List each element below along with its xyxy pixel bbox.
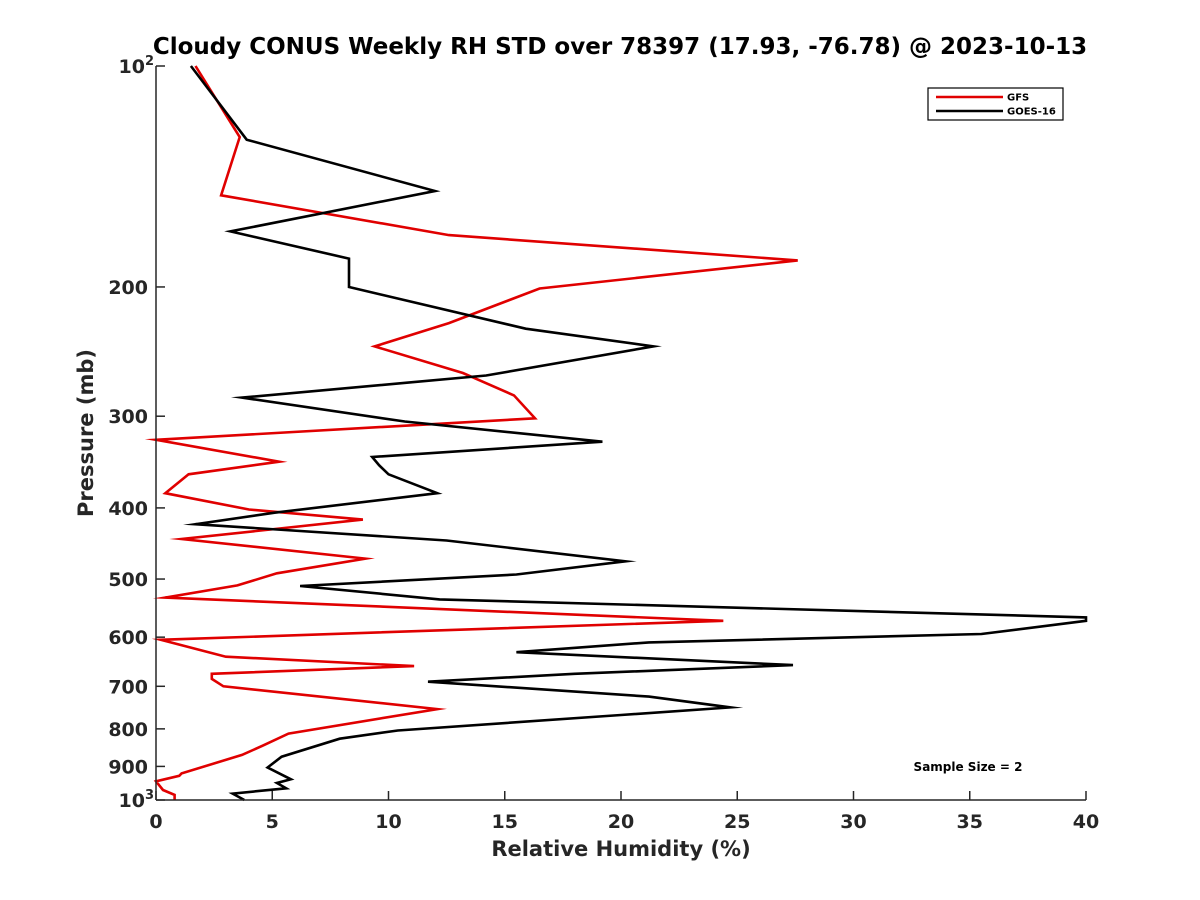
x-tick-label: 40: [1073, 811, 1099, 833]
legend-box: [927, 87, 1064, 121]
y-tick-label: 700: [108, 676, 148, 698]
x-axis-label: Relative Humidity (%): [491, 837, 750, 861]
y-tick-label: 200: [108, 277, 148, 299]
series-line-gfs: [144, 65, 798, 800]
legend-gfs-label: GFS: [1007, 93, 1029, 104]
y-tick-label: 800: [108, 719, 148, 741]
x-tick-label: 0: [149, 811, 162, 833]
x-tick-label: 35: [957, 811, 983, 833]
x-tick-label: 5: [266, 811, 279, 833]
series-line-goes-16: [183, 65, 1088, 802]
y-tick-label: 103: [119, 788, 155, 812]
x-tick-label: 20: [608, 811, 634, 833]
y-tick-label: 900: [108, 756, 148, 778]
y-tick-label: 102: [119, 54, 155, 78]
x-tick-label: 10: [375, 811, 401, 833]
chart-title: Cloudy CONUS Weekly RH STD over 78397 (1…: [153, 34, 1087, 60]
x-tick-label: 15: [492, 811, 518, 833]
x-tick-label: 30: [840, 811, 866, 833]
y-tick-label: 500: [108, 569, 148, 591]
series-layer: [144, 65, 1088, 802]
y-tick-label: 400: [108, 498, 148, 520]
legend: GFS GOES-16: [927, 87, 1064, 121]
x-tick-label: 25: [724, 811, 750, 833]
y-tick-label: 300: [108, 406, 148, 428]
legend-goes16-label: GOES-16: [1007, 107, 1056, 118]
y-axis-ticks: 102 200 300 400 500 600 700 800 900 103: [108, 54, 165, 812]
y-tick-label: 600: [108, 627, 148, 649]
x-axis-ticks: 0 5 10 15 20 25 30 35 40: [149, 791, 1099, 833]
sample-size-annotation: Sample Size = 2: [914, 760, 1023, 774]
y-axis-label: Pressure (mb): [74, 349, 98, 517]
